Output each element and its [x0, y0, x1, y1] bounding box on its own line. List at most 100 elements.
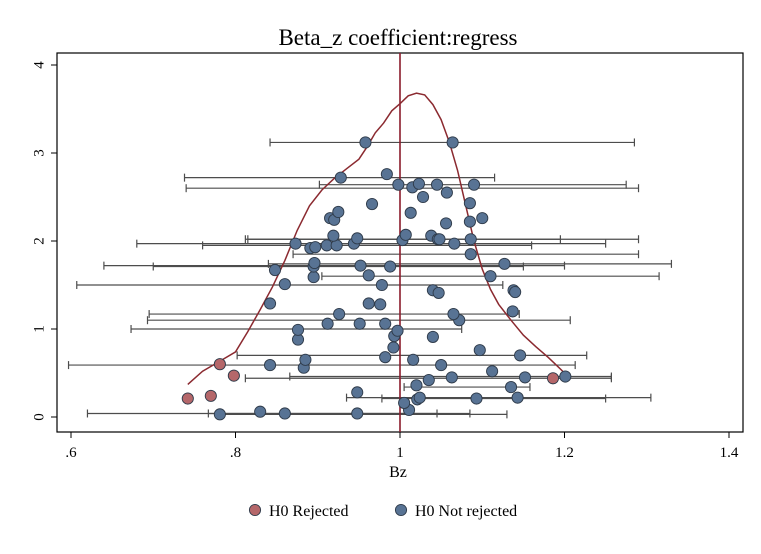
point-h0-not-rejected: [463, 215, 476, 228]
point-h0-not-rejected: [263, 297, 277, 310]
point-h0-not-rejected: [404, 206, 417, 219]
point-h0-not-rejected: [440, 186, 453, 199]
point-h0-rejected: [213, 358, 226, 371]
ci-bar: [103, 261, 566, 270]
point-h0-not-rejected: [506, 305, 519, 318]
legend: H0 Rejected H0 Not rejected: [248, 503, 517, 520]
legend-marker-h0-not-rejected: [394, 503, 408, 517]
point-h0-not-rejected: [392, 178, 405, 191]
y-tick-label: 2: [31, 237, 47, 245]
point-h0-not-rejected: [213, 408, 226, 421]
point-h0-not-rejected: [432, 286, 445, 299]
scatter-points: [181, 136, 572, 421]
point-h0-not-rejected: [446, 136, 459, 149]
point-h0-not-rejected: [412, 177, 425, 190]
x-tick-label: 1: [396, 445, 404, 461]
point-h0-not-rejected: [278, 407, 291, 420]
point-h0-not-rejected: [268, 263, 282, 277]
point-h0-not-rejected: [426, 330, 439, 343]
point-h0-not-rejected: [448, 237, 461, 250]
point-h0-not-rejected: [435, 359, 448, 372]
legend-label-h0-not-rejected: H0 Not rejected: [415, 503, 517, 520]
point-h0-not-rejected: [407, 353, 420, 366]
point-h0-not-rejected: [445, 371, 458, 384]
point-h0-not-rejected: [467, 178, 481, 191]
point-h0-not-rejected: [387, 341, 400, 354]
point-h0-not-rejected: [398, 396, 411, 409]
point-h0-not-rejected: [375, 278, 388, 292]
point-h0-not-rejected: [351, 232, 364, 245]
y-tick-label: 0: [31, 413, 47, 421]
point-h0-rejected: [227, 369, 240, 382]
ci-bar: [202, 241, 533, 250]
point-h0-not-rejected: [464, 233, 477, 246]
point-h0-not-rejected: [362, 297, 375, 310]
point-h0-not-rejected: [362, 269, 375, 282]
point-h0-not-rejected: [484, 270, 497, 283]
point-h0-not-rejected: [351, 407, 364, 420]
point-h0-not-rejected: [299, 353, 312, 366]
y-tick-label: 1: [31, 325, 47, 333]
point-h0-not-rejected: [440, 217, 453, 230]
point-h0-not-rejected: [473, 344, 486, 357]
point-h0-not-rejected: [514, 349, 527, 362]
point-h0-not-rejected: [504, 381, 518, 394]
point-h0-not-rejected: [359, 136, 372, 149]
point-h0-not-rejected: [379, 317, 392, 330]
point-h0-not-rejected: [511, 391, 524, 404]
point-h0-not-rejected: [374, 298, 387, 311]
point-h0-not-rejected: [254, 405, 267, 418]
legend-marker-h0-rejected: [248, 503, 262, 517]
ci-bar: [152, 262, 524, 271]
point-h0-not-rejected: [308, 256, 321, 270]
point-h0-not-rejected: [321, 317, 334, 330]
point-h0-not-rejected: [413, 391, 426, 404]
point-h0-not-rejected: [416, 190, 430, 204]
x-tick-label: 1.2: [555, 445, 574, 461]
y-tick-label: 3: [31, 149, 47, 157]
ci-bar: [345, 393, 652, 402]
point-h0-not-rejected: [447, 307, 460, 321]
point-h0-not-rejected: [410, 379, 423, 392]
point-h0-not-rejected: [353, 317, 366, 330]
point-h0-rejected: [181, 392, 194, 405]
point-h0-not-rejected: [354, 259, 367, 272]
point-h0-not-rejected: [291, 323, 305, 336]
point-h0-not-rejected: [384, 260, 397, 273]
point-h0-not-rejected: [509, 285, 522, 299]
point-h0-not-rejected: [470, 392, 483, 405]
ci-bar: [207, 409, 438, 418]
point-h0-not-rejected: [379, 351, 392, 364]
x-tick-label: 1.4: [720, 445, 739, 461]
point-h0-not-rejected: [518, 371, 532, 384]
point-h0-not-rejected: [327, 229, 340, 242]
x-axis-label: Bz: [389, 464, 407, 481]
point-h0-not-rejected: [289, 237, 302, 250]
point-h0-not-rejected: [380, 168, 393, 181]
point-h0-not-rejected: [430, 178, 444, 191]
point-h0-not-rejected: [476, 212, 489, 225]
point-h0-not-rejected: [365, 197, 379, 211]
density-curve-group: [187, 92, 566, 385]
point-h0-not-rejected: [334, 171, 347, 184]
point-h0-not-rejected: [333, 307, 346, 321]
point-h0-not-rejected: [486, 365, 499, 378]
point-h0-not-rejected: [399, 228, 412, 241]
point-h0-not-rejected: [463, 197, 476, 210]
legend-label-h0-rejected: H0 Rejected: [269, 503, 349, 520]
chart-title: Beta_z coefficient:regress: [278, 25, 517, 50]
x-tick-label: .6: [65, 445, 77, 461]
ci-bar: [67, 361, 576, 370]
point-h0-not-rejected: [351, 386, 364, 399]
point-h0-not-rejected: [498, 257, 511, 270]
point-h0-not-rejected: [332, 205, 345, 219]
point-h0-not-rejected: [391, 324, 404, 337]
density-curve: [187, 92, 566, 385]
point-h0-not-rejected: [278, 278, 291, 291]
point-h0-rejected: [204, 389, 217, 402]
point-h0-not-rejected: [559, 370, 572, 383]
y-tick-label: 4: [31, 61, 47, 69]
point-h0-rejected: [546, 372, 560, 385]
point-h0-not-rejected: [263, 359, 277, 372]
